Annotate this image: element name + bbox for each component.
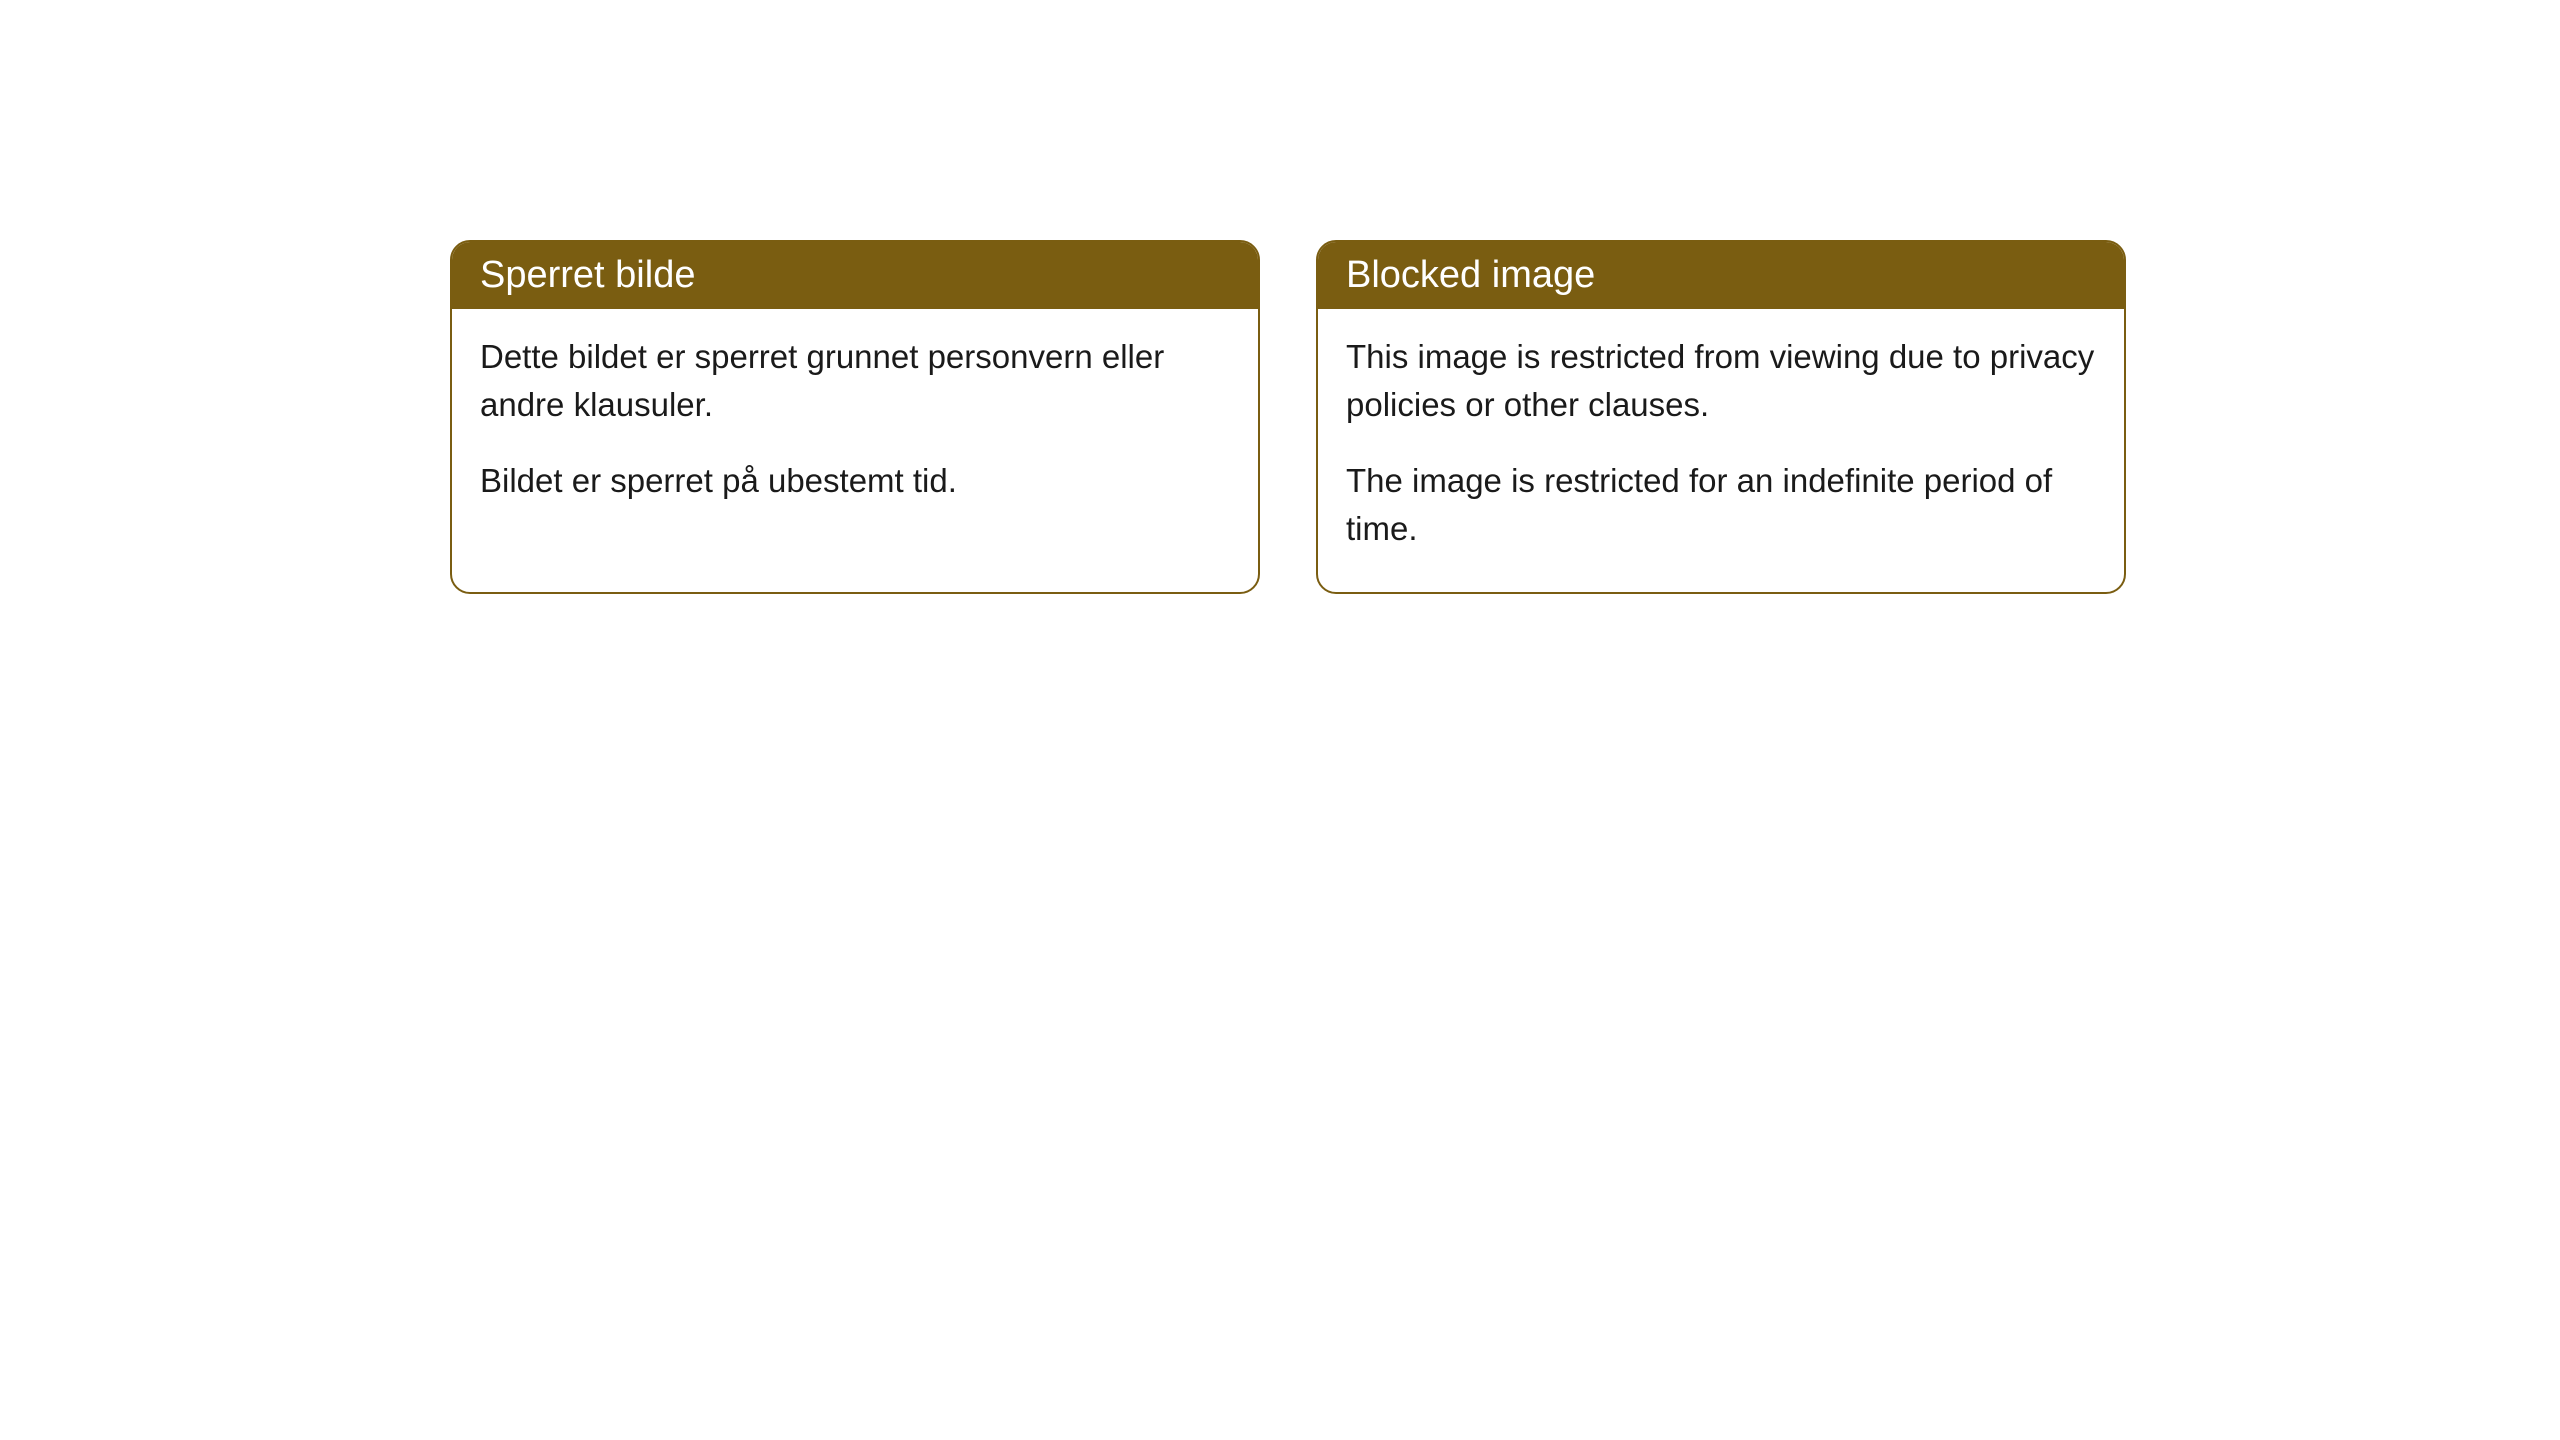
notice-cards-container: Sperret bilde Dette bildet er sperret gr… [450, 240, 2126, 594]
blocked-image-card-norwegian: Sperret bilde Dette bildet er sperret gr… [450, 240, 1260, 594]
notice-paragraph-2: The image is restricted for an indefinit… [1346, 457, 2096, 553]
card-header-english: Blocked image [1318, 242, 2124, 309]
notice-paragraph-2: Bildet er sperret på ubestemt tid. [480, 457, 1230, 505]
notice-paragraph-1: Dette bildet er sperret grunnet personve… [480, 333, 1230, 429]
card-body-norwegian: Dette bildet er sperret grunnet personve… [452, 309, 1258, 545]
card-header-norwegian: Sperret bilde [452, 242, 1258, 309]
notice-paragraph-1: This image is restricted from viewing du… [1346, 333, 2096, 429]
card-body-english: This image is restricted from viewing du… [1318, 309, 2124, 592]
card-title: Blocked image [1346, 254, 1595, 296]
card-title: Sperret bilde [480, 254, 695, 296]
blocked-image-card-english: Blocked image This image is restricted f… [1316, 240, 2126, 594]
